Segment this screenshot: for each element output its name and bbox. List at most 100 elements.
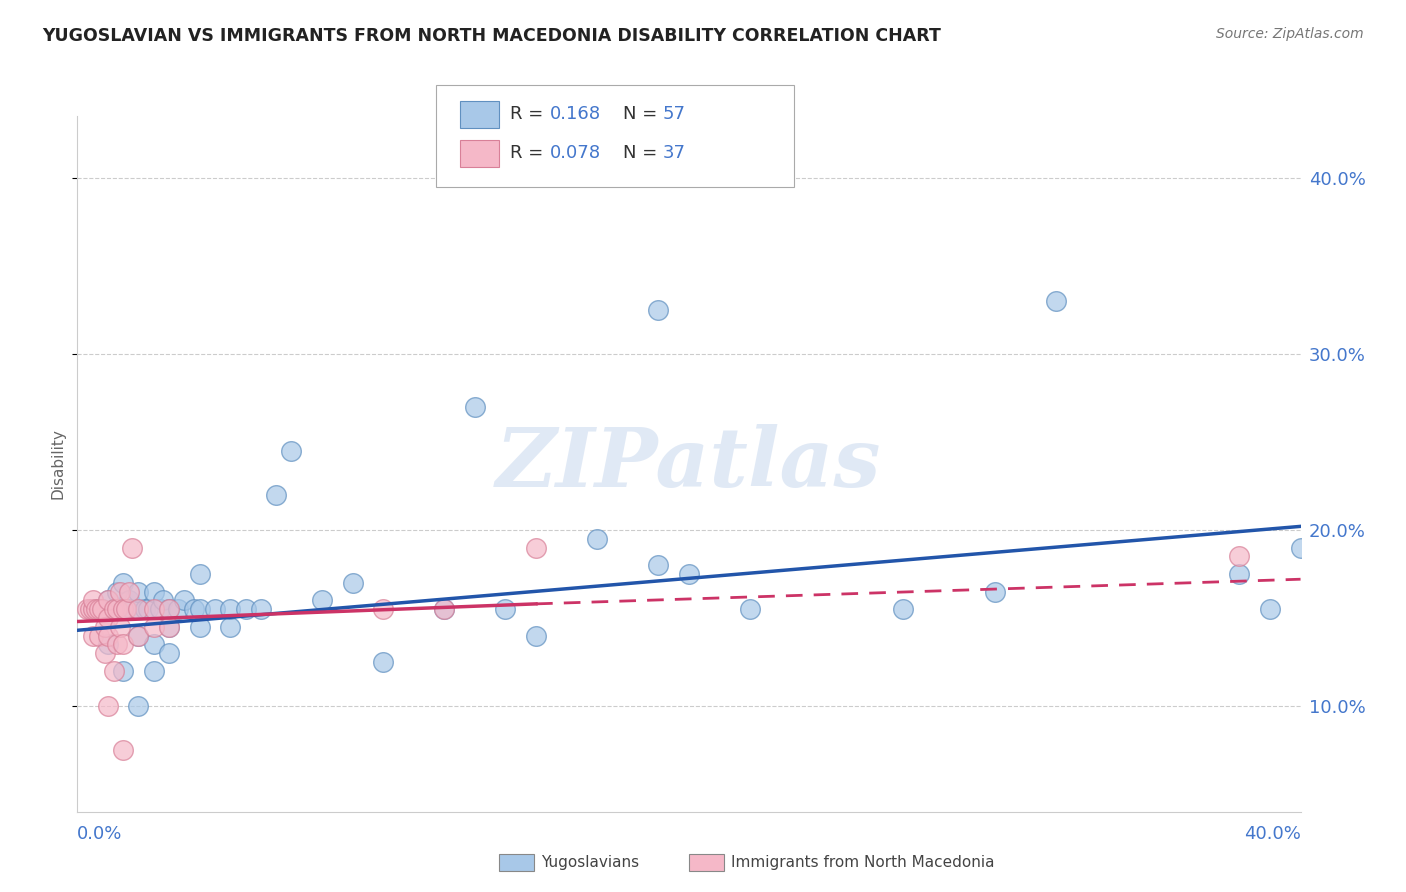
Point bbox=[1229, 566, 1251, 581]
Point bbox=[371, 602, 394, 616]
Point bbox=[112, 602, 135, 616]
Point bbox=[121, 602, 143, 616]
Point bbox=[82, 602, 104, 616]
Text: 40.0%: 40.0% bbox=[1244, 825, 1301, 843]
Point bbox=[97, 629, 120, 643]
Point bbox=[94, 646, 117, 660]
Point bbox=[97, 637, 120, 651]
Point bbox=[115, 602, 138, 616]
Point bbox=[647, 302, 669, 317]
Point bbox=[188, 566, 211, 581]
Text: 0.168: 0.168 bbox=[550, 105, 600, 123]
Point bbox=[204, 602, 226, 616]
Point bbox=[128, 629, 150, 643]
Point bbox=[524, 629, 547, 643]
Point bbox=[157, 620, 180, 634]
Text: R =: R = bbox=[510, 105, 550, 123]
Text: ZIPatlas: ZIPatlas bbox=[496, 424, 882, 504]
Point bbox=[134, 602, 156, 616]
Point bbox=[112, 664, 135, 678]
Point bbox=[82, 602, 104, 616]
Point bbox=[97, 611, 120, 625]
Point bbox=[183, 602, 205, 616]
Point bbox=[219, 602, 242, 616]
Point bbox=[433, 602, 456, 616]
Point bbox=[94, 620, 117, 634]
Point bbox=[128, 602, 150, 616]
Point bbox=[1258, 602, 1281, 616]
Text: 0.078: 0.078 bbox=[550, 145, 600, 162]
Point bbox=[311, 593, 333, 607]
Point bbox=[90, 602, 112, 616]
Point bbox=[524, 541, 547, 555]
Point bbox=[1045, 293, 1067, 308]
Point bbox=[103, 664, 125, 678]
Point bbox=[173, 593, 195, 607]
Point bbox=[250, 602, 273, 616]
Point bbox=[87, 602, 110, 616]
Point bbox=[87, 629, 110, 643]
Point bbox=[76, 602, 98, 616]
Text: Immigrants from North Macedonia: Immigrants from North Macedonia bbox=[731, 855, 994, 870]
Point bbox=[188, 620, 211, 634]
Text: Source: ZipAtlas.com: Source: ZipAtlas.com bbox=[1216, 27, 1364, 41]
Point bbox=[342, 575, 364, 590]
Point bbox=[984, 584, 1007, 599]
Point bbox=[118, 584, 141, 599]
Y-axis label: Disability: Disability bbox=[51, 428, 66, 500]
Point bbox=[79, 602, 101, 616]
Point bbox=[167, 602, 190, 616]
Point bbox=[235, 602, 257, 616]
Point bbox=[128, 699, 150, 714]
Point bbox=[157, 620, 180, 634]
Point bbox=[142, 584, 165, 599]
Text: YUGOSLAVIAN VS IMMIGRANTS FROM NORTH MACEDONIA DISABILITY CORRELATION CHART: YUGOSLAVIAN VS IMMIGRANTS FROM NORTH MAC… bbox=[42, 27, 941, 45]
Point bbox=[118, 593, 141, 607]
Point bbox=[280, 443, 302, 458]
Text: 0.0%: 0.0% bbox=[77, 825, 122, 843]
Point bbox=[1229, 549, 1251, 564]
Point bbox=[1289, 541, 1312, 555]
Point bbox=[97, 699, 120, 714]
Point bbox=[142, 620, 165, 634]
Point bbox=[678, 566, 700, 581]
Text: R =: R = bbox=[510, 145, 550, 162]
Point bbox=[103, 602, 125, 616]
Text: N =: N = bbox=[623, 105, 662, 123]
Point bbox=[495, 602, 517, 616]
Point bbox=[586, 532, 609, 546]
Point bbox=[142, 637, 165, 651]
Text: Yugoslavians: Yugoslavians bbox=[541, 855, 640, 870]
Point bbox=[740, 602, 762, 616]
Point bbox=[891, 602, 914, 616]
Point bbox=[108, 584, 131, 599]
Point bbox=[115, 602, 138, 616]
Point bbox=[97, 593, 120, 607]
Point bbox=[103, 602, 125, 616]
Point bbox=[149, 602, 172, 616]
Point bbox=[136, 602, 159, 616]
Point bbox=[152, 593, 174, 607]
Point bbox=[82, 629, 104, 643]
Point bbox=[142, 602, 165, 616]
Point bbox=[82, 593, 104, 607]
Point bbox=[128, 602, 150, 616]
Point bbox=[112, 575, 135, 590]
Text: 57: 57 bbox=[662, 105, 685, 123]
Point bbox=[157, 646, 180, 660]
Point bbox=[464, 400, 486, 414]
Point bbox=[112, 637, 135, 651]
Point bbox=[112, 743, 135, 757]
Point bbox=[433, 602, 456, 616]
Text: N =: N = bbox=[623, 145, 662, 162]
Point bbox=[371, 655, 394, 669]
Point bbox=[84, 602, 107, 616]
Point bbox=[105, 637, 128, 651]
Text: 37: 37 bbox=[662, 145, 685, 162]
Point bbox=[157, 602, 180, 616]
Point bbox=[219, 620, 242, 634]
Point bbox=[188, 602, 211, 616]
Point bbox=[105, 584, 128, 599]
Point bbox=[112, 602, 135, 616]
Point bbox=[128, 584, 150, 599]
